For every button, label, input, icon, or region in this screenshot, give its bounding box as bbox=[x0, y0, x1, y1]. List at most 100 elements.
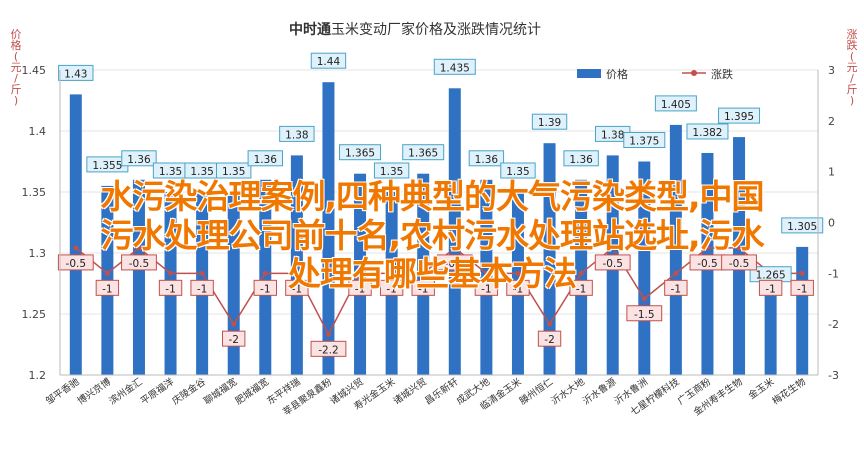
price-label-box bbox=[433, 58, 476, 75]
change-point bbox=[799, 270, 805, 276]
legend-label-change: 涨跌 bbox=[711, 67, 733, 81]
x-tick-label: 平原福洋 bbox=[138, 375, 176, 407]
change-label-box bbox=[594, 254, 631, 271]
change-label-box bbox=[95, 279, 120, 296]
change-point bbox=[231, 321, 237, 327]
change-point bbox=[547, 321, 553, 327]
price-label: 1.35 bbox=[506, 166, 529, 178]
x-tick-label: 滕州恒仁 bbox=[517, 375, 555, 407]
price-label: 1.36 bbox=[475, 154, 499, 166]
y-axis-title-left: 价格(元/斤) bbox=[11, 28, 22, 107]
price-bar bbox=[259, 179, 272, 375]
price-label: 1.36 bbox=[254, 154, 278, 166]
y-tick-label-left: 1.3 bbox=[29, 247, 47, 260]
price-label-box bbox=[686, 123, 729, 140]
price-bar bbox=[227, 192, 240, 375]
change-point bbox=[199, 270, 205, 276]
price-bar bbox=[290, 155, 303, 375]
change-point bbox=[452, 245, 458, 251]
price-label-box bbox=[373, 162, 410, 179]
price-label-box bbox=[531, 113, 568, 130]
price-label: 1.405 bbox=[661, 99, 691, 111]
y-tick-label-left: 1.35 bbox=[22, 186, 47, 199]
change-label: -1 bbox=[102, 283, 112, 295]
price-label: 1.382 bbox=[692, 127, 722, 139]
y-tick-label-right: -1 bbox=[828, 267, 839, 280]
x-tick-label: 邹平香驰 bbox=[43, 375, 81, 407]
change-label: -1 bbox=[765, 283, 775, 295]
change-point bbox=[704, 245, 710, 251]
change-label: -1 bbox=[671, 283, 681, 295]
price-label: 1.35 bbox=[190, 166, 213, 178]
change-point bbox=[104, 270, 110, 276]
price-label: 1.43 bbox=[64, 68, 87, 80]
change-label-box bbox=[158, 279, 183, 296]
price-label: 1.35 bbox=[159, 166, 182, 178]
change-label-box bbox=[411, 279, 435, 296]
change-label: -0.5 bbox=[697, 258, 718, 270]
change-label: -1 bbox=[260, 283, 270, 295]
change-label-box bbox=[379, 279, 404, 296]
x-tick-label: 诸城兴贸 bbox=[391, 376, 429, 408]
change-label-box bbox=[626, 305, 663, 322]
change-label-box bbox=[310, 340, 347, 357]
price-bar bbox=[764, 295, 777, 375]
y-tick-label-right: -2 bbox=[828, 318, 839, 331]
change-point bbox=[357, 270, 363, 276]
price-label-box bbox=[402, 144, 445, 161]
change-point bbox=[610, 245, 616, 251]
price-label: 1.38 bbox=[601, 129, 624, 141]
price-bar bbox=[132, 179, 145, 375]
change-label: -1 bbox=[481, 283, 491, 295]
price-label-box bbox=[310, 52, 347, 69]
change-label-box bbox=[190, 279, 214, 296]
change-label-box bbox=[790, 279, 814, 296]
change-label: -1 bbox=[418, 283, 428, 295]
price-bar bbox=[322, 82, 335, 375]
x-tick-label: 庆陵金谷 bbox=[170, 375, 208, 407]
change-label-box bbox=[222, 330, 246, 347]
change-point bbox=[515, 270, 521, 276]
change-label: -1 bbox=[355, 283, 365, 295]
x-tick-label: 聊城福宽 bbox=[201, 375, 239, 407]
price-label: 1.38 bbox=[285, 129, 308, 141]
price-label-box bbox=[623, 132, 666, 148]
price-bar bbox=[448, 88, 461, 376]
change-label-box bbox=[758, 279, 783, 296]
price-label: 1.365 bbox=[345, 148, 375, 160]
legend-label-price: 价格 bbox=[606, 67, 628, 81]
change-label: -1 bbox=[292, 283, 302, 295]
price-bar bbox=[638, 161, 651, 375]
y-axis-title-right: 涨跌(元/斤) bbox=[847, 28, 858, 107]
price-label: 1.365 bbox=[408, 148, 438, 160]
price-label-box bbox=[563, 150, 599, 167]
change-label: -1 bbox=[197, 283, 207, 295]
price-label-box bbox=[339, 144, 382, 161]
price-label: 1.265 bbox=[756, 270, 786, 282]
change-label-box bbox=[436, 254, 473, 271]
change-label: -0.5 bbox=[445, 258, 466, 270]
price-label: 1.39 bbox=[538, 117, 561, 129]
price-label: 1.435 bbox=[440, 62, 470, 74]
y-tick-label-right: 0 bbox=[828, 217, 835, 230]
x-tick-label: 昌乐新轩 bbox=[422, 375, 460, 407]
legend: 价格 涨跌 bbox=[577, 67, 733, 81]
change-point bbox=[136, 245, 142, 251]
price-label: 1.305 bbox=[787, 221, 817, 233]
price-label: 1.355 bbox=[92, 160, 122, 172]
price-label-box bbox=[121, 150, 157, 167]
chart-title-rest: 玉米变动厂家价格及涨跌情况统计 bbox=[331, 21, 541, 38]
price-label: 1.44 bbox=[317, 56, 341, 68]
price-label-box bbox=[654, 95, 697, 112]
change-label: -1 bbox=[576, 283, 586, 295]
x-tick-label: 博兴京博 bbox=[75, 375, 113, 407]
change-point bbox=[578, 270, 584, 276]
change-label: -1 bbox=[386, 283, 396, 295]
legend-swatch-price bbox=[577, 69, 601, 78]
overlay-text-line-1: 水污染治理案例,四种典型的大气污染类型,中国 bbox=[100, 177, 764, 216]
overlay-text-line-2: 污水处理公司前十名,农村污水处理站选址,污水 bbox=[100, 216, 764, 255]
price-label: 1.36 bbox=[569, 154, 593, 166]
y-tick-label-left: 1.45 bbox=[22, 64, 47, 77]
price-bar bbox=[69, 94, 82, 376]
